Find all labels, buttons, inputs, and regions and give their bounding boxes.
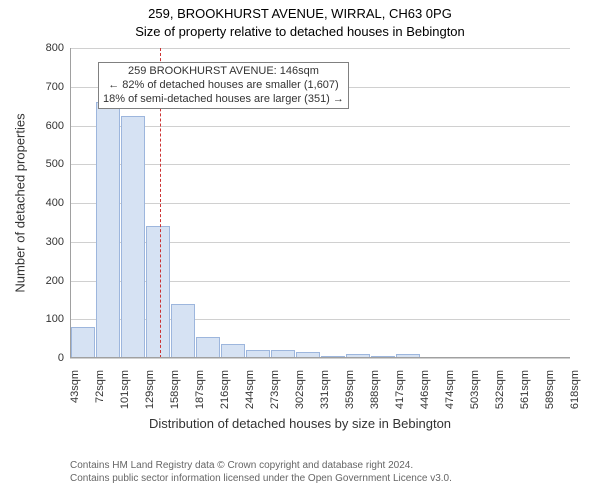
- x-tick-label: 532sqm: [494, 370, 506, 409]
- x-tick-label: 446sqm: [419, 370, 431, 409]
- axis-line: [70, 48, 71, 358]
- y-tick-label: 300: [32, 236, 64, 248]
- annotation-line-1: 259 BROOKHURST AVENUE: 146sqm: [103, 65, 344, 79]
- annotation-box: 259 BROOKHURST AVENUE: 146sqm ← 82% of d…: [98, 62, 349, 109]
- x-tick-label: 129sqm: [144, 370, 156, 409]
- x-tick-label: 618sqm: [569, 370, 581, 409]
- x-tick-label: 101sqm: [119, 370, 131, 409]
- x-tick-label: 359sqm: [344, 370, 356, 409]
- x-tick-label: 561sqm: [519, 370, 531, 409]
- y-tick-label: 500: [32, 158, 64, 170]
- chart-address: 259, BROOKHURST AVENUE, WIRRAL, CH63 0PG: [0, 6, 600, 21]
- x-tick-label: 216sqm: [219, 370, 231, 409]
- y-tick-label: 700: [32, 81, 64, 93]
- grid-line: [70, 164, 570, 165]
- histogram-bar: [71, 327, 95, 358]
- annotation-line-2: ← 82% of detached houses are smaller (1,…: [103, 79, 344, 93]
- x-tick-label: 187sqm: [194, 370, 206, 409]
- y-tick-label: 800: [32, 42, 64, 54]
- grid-line: [70, 48, 570, 49]
- footer-line-2: Contains public sector information licen…: [70, 473, 452, 486]
- histogram-bar: [96, 102, 120, 358]
- x-tick-label: 158sqm: [169, 370, 181, 409]
- footer-line-1: Contains HM Land Registry data © Crown c…: [70, 460, 452, 473]
- y-tick-label: 600: [32, 120, 64, 132]
- histogram-bar: [221, 344, 245, 358]
- x-tick-label: 43sqm: [69, 370, 81, 403]
- histogram-bar: [121, 116, 145, 358]
- chart-container: 259, BROOKHURST AVENUE, WIRRAL, CH63 0PG…: [0, 0, 600, 500]
- x-axis-label: Distribution of detached houses by size …: [0, 416, 600, 431]
- x-tick-label: 388sqm: [369, 370, 381, 409]
- x-tick-label: 331sqm: [319, 370, 331, 409]
- axis-line: [70, 357, 570, 358]
- annotation-line-3: 18% of semi-detached houses are larger (…: [103, 93, 344, 107]
- y-tick-label: 0: [32, 352, 64, 364]
- y-tick-label: 100: [32, 313, 64, 325]
- grid-line: [70, 126, 570, 127]
- y-axis-label: Number of detached properties: [13, 113, 28, 292]
- chart-subtitle: Size of property relative to detached ho…: [0, 24, 600, 39]
- histogram-bar: [146, 226, 170, 358]
- x-tick-label: 417sqm: [394, 370, 406, 409]
- x-tick-label: 474sqm: [444, 370, 456, 409]
- x-tick-label: 302sqm: [294, 370, 306, 409]
- y-tick-label: 200: [32, 275, 64, 287]
- x-tick-label: 503sqm: [469, 370, 481, 409]
- x-tick-label: 72sqm: [94, 370, 106, 403]
- x-tick-label: 244sqm: [244, 370, 256, 409]
- y-tick-label: 400: [32, 197, 64, 209]
- histogram-bar: [171, 304, 195, 358]
- grid-line: [70, 358, 570, 359]
- x-tick-label: 589sqm: [544, 370, 556, 409]
- grid-line: [70, 203, 570, 204]
- footer-attribution: Contains HM Land Registry data © Crown c…: [70, 460, 452, 485]
- x-tick-label: 273sqm: [269, 370, 281, 409]
- histogram-bar: [196, 337, 220, 358]
